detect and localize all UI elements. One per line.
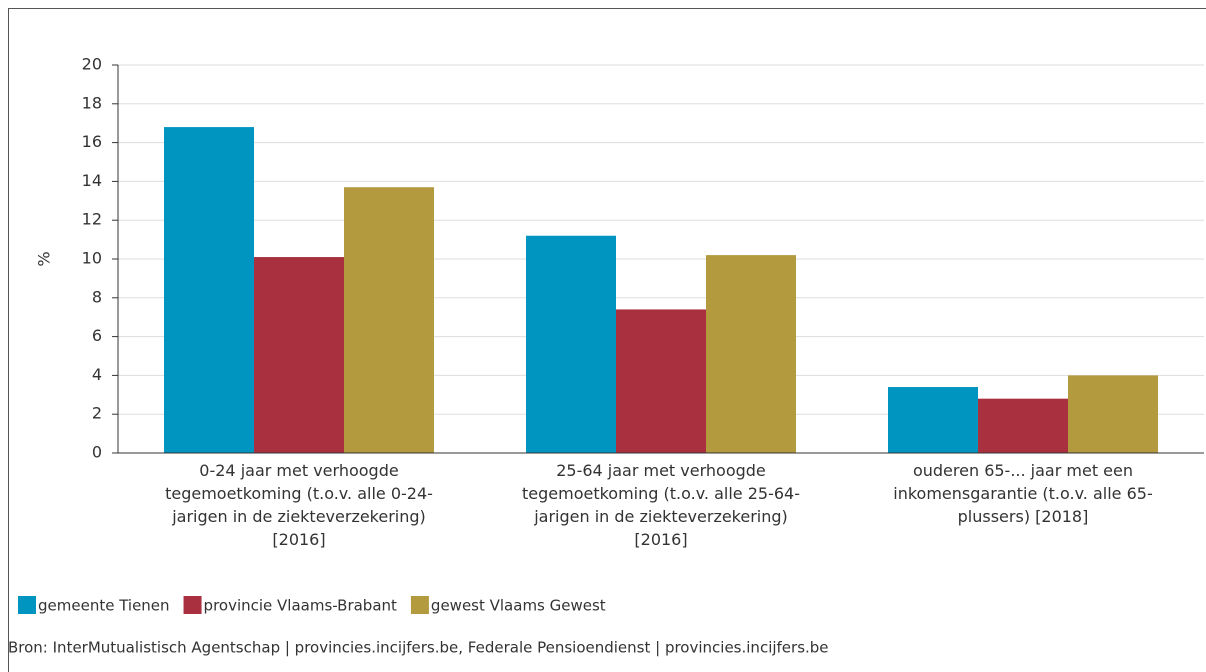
- x-tick-label: 25-64 jaar met verhoogde tegemoetkoming …: [522, 461, 800, 549]
- legend-swatch: [410, 596, 429, 614]
- bar: [1068, 375, 1158, 453]
- y-axis-label: %: [35, 251, 54, 266]
- bar: [164, 127, 254, 453]
- legend-label: gemeente Tienen: [38, 597, 170, 615]
- y-tick-label: 18: [82, 93, 102, 112]
- legend-swatch: [183, 596, 202, 614]
- x-tick-label: 0-24 jaar met verhoogde tegemoetkoming (…: [165, 461, 433, 549]
- legend-swatch: [18, 596, 36, 614]
- y-tick-label: 16: [82, 132, 102, 151]
- bar: [888, 387, 978, 453]
- bar: [344, 187, 434, 453]
- bar: [616, 309, 706, 453]
- y-tick-label: 6: [92, 326, 102, 345]
- bar: [978, 398, 1068, 453]
- y-tick-label: 2: [92, 404, 102, 423]
- source: Bron: InterMutualistisch Agentschap | pr…: [8, 639, 829, 657]
- bar: [254, 257, 344, 453]
- y-tick-label: 12: [82, 210, 102, 229]
- legend-label: provincie Vlaams-Brabant: [204, 597, 397, 615]
- legend-label: gewest Vlaams Gewest: [431, 597, 606, 615]
- y-tick-label: 4: [92, 365, 102, 384]
- y-tick-label: 14: [82, 171, 102, 190]
- bar: [706, 255, 796, 453]
- x-tick-label: ouderen 65-... jaar met een inkomensgara…: [893, 461, 1153, 526]
- bar: [526, 235, 616, 453]
- frame: [8, 8, 1206, 672]
- y-tick-label: 0: [92, 443, 102, 462]
- y-tick-label: 10: [82, 249, 102, 268]
- y-tick-label: 8: [92, 287, 102, 306]
- y-tick-label: 20: [82, 55, 102, 74]
